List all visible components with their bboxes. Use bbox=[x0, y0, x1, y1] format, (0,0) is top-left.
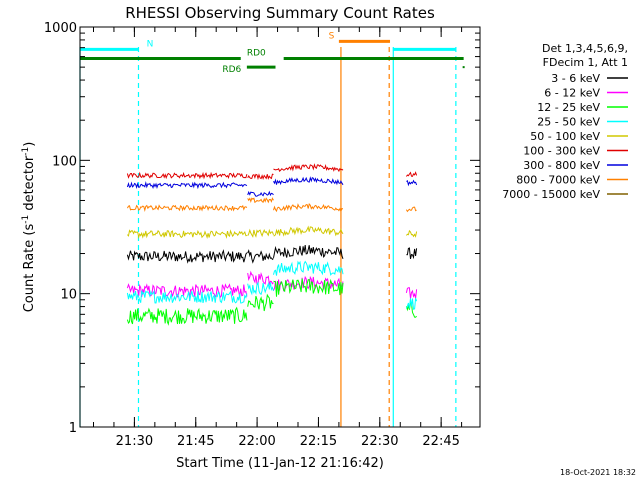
legend-label-3: 25 - 50 keV bbox=[537, 116, 600, 129]
legend-label-5: 100 - 300 keV bbox=[523, 145, 600, 158]
legend-label-1: 6 - 12 keV bbox=[544, 87, 600, 100]
legend-label-6: 300 - 800 keV bbox=[523, 159, 600, 172]
plot-frame bbox=[79, 26, 481, 428]
x-tick-label-3: 22:15 bbox=[300, 434, 337, 449]
flag-n-label: N bbox=[147, 39, 154, 49]
legend-label-7: 800 - 7000 keV bbox=[516, 174, 600, 187]
y-axis-label-end: ) bbox=[22, 142, 37, 147]
x-axis-label: Start Time (11-Jan-12 21:16:42) bbox=[176, 456, 384, 471]
legend: Det 1,3,4,5,6,9,FDecim 1, Att 1 3 - 6 keV… bbox=[502, 42, 628, 201]
series-line-2 bbox=[126, 278, 417, 326]
x-tick-label-5: 22:45 bbox=[422, 434, 459, 449]
x-tick-label-1: 21:45 bbox=[177, 434, 214, 449]
flag-dot bbox=[462, 66, 465, 69]
series-line-4 bbox=[127, 225, 418, 240]
y-axis-label-sup2: -1 bbox=[21, 147, 31, 156]
plot-content: N S RD0 RD6 bbox=[79, 31, 465, 427]
y-axis-label-main: Count Rate (s bbox=[22, 224, 37, 313]
x-tick-label-2: 22:00 bbox=[238, 434, 275, 449]
legend-label-0: 3 - 6 keV bbox=[551, 72, 600, 85]
legend-label-2: 12 - 25 keV bbox=[537, 101, 600, 114]
chart-title: RHESSI Observing Summary Count Rates bbox=[125, 4, 435, 22]
series-line-3 bbox=[126, 260, 418, 310]
legend-label-8: 7000 - 15000 keV bbox=[502, 188, 600, 201]
flag-rd6-label: RD6 bbox=[222, 65, 241, 75]
footer-timestamp: 18-Oct-2021 18:32 bbox=[560, 468, 636, 477]
y-tick-label-0: 1 bbox=[69, 421, 77, 436]
flag-s-label: S bbox=[329, 31, 335, 41]
y-axis-label-tail: detector bbox=[22, 155, 37, 215]
legend-header-0: Det 1,3,4,5,6,9, bbox=[542, 42, 628, 55]
series-line-1 bbox=[126, 270, 418, 299]
x-tick-label-4: 22:30 bbox=[361, 434, 398, 449]
y-tick-label-1: 10 bbox=[60, 288, 77, 303]
y-tick-label-2: 100 bbox=[52, 154, 77, 169]
x-tick-label-0: 21:30 bbox=[116, 434, 153, 449]
x-axis: 21:30 21:45 22:00 22:15 22:30 22:45 bbox=[92, 27, 463, 449]
y-axis-label-sup: -1 bbox=[21, 215, 31, 224]
series-line-0 bbox=[126, 245, 418, 264]
flag-rd0-label: RD0 bbox=[247, 49, 266, 59]
legend-header-1: FDecim 1, Att 1 bbox=[543, 56, 628, 69]
series-line-5 bbox=[126, 163, 418, 181]
legend-label-4: 50 - 100 keV bbox=[530, 130, 600, 143]
y-axis: 1 10 100 1000 bbox=[44, 21, 480, 436]
series-line-7 bbox=[126, 197, 417, 213]
y-axis-label: Count Rate (s-1 detector-1) bbox=[21, 142, 37, 313]
series-line-6 bbox=[126, 176, 418, 197]
y-tick-label-3: 1000 bbox=[44, 21, 77, 36]
